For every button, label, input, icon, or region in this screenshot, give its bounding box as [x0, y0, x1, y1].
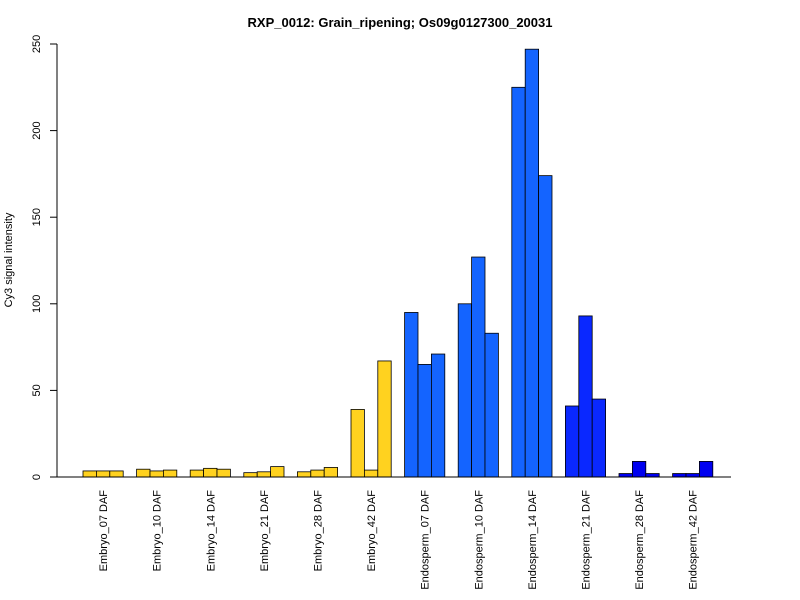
bar	[296, 471, 312, 478]
bar	[524, 48, 540, 478]
bar	[591, 398, 607, 478]
y-tick-label: 150	[31, 208, 43, 226]
y-axis-label: Cy3 signal intensity	[3, 212, 15, 307]
y-tick-label: 0	[31, 474, 43, 480]
bar	[685, 473, 700, 478]
bar	[149, 470, 164, 478]
bar	[82, 470, 97, 478]
bar	[216, 468, 231, 478]
bar	[618, 473, 633, 478]
x-category-label: Endosperm_42 DAF	[688, 490, 700, 590]
bar	[565, 405, 580, 478]
bar	[457, 303, 473, 478]
bar	[243, 472, 258, 478]
x-category-label: Embryo_14 DAF	[205, 490, 217, 572]
bar	[162, 469, 178, 478]
y-tick-label: 250	[31, 35, 43, 53]
bar	[511, 86, 526, 478]
x-category-label: Endosperm_10 DAF	[473, 490, 485, 590]
bar	[256, 471, 272, 478]
x-category-label: Endosperm_28 DAF	[634, 490, 646, 590]
bar	[323, 467, 339, 478]
y-tick-label: 50	[31, 384, 43, 396]
bar	[203, 467, 218, 478]
bar	[350, 409, 365, 478]
bar	[578, 315, 593, 478]
x-category-label: Endosperm_07 DAF	[420, 490, 432, 590]
y-tick-label: 200	[31, 121, 43, 139]
x-category-label: Embryo_10 DAF	[152, 490, 164, 572]
bar	[632, 461, 647, 478]
bar	[672, 473, 687, 478]
bar	[430, 353, 446, 478]
y-axis: 0 50 100 150 200 250	[31, 35, 58, 480]
bar	[645, 473, 660, 478]
bar	[484, 332, 499, 478]
bar	[96, 470, 111, 478]
bar	[310, 469, 325, 478]
bar	[417, 364, 432, 478]
bar	[136, 468, 151, 478]
bar	[270, 466, 285, 478]
bar	[471, 256, 486, 478]
bar	[189, 469, 204, 478]
x-category-label: Embryo_07 DAF	[98, 490, 110, 572]
x-category-label: Endosperm_21 DAF	[581, 490, 593, 590]
y-tick-label: 100	[31, 295, 43, 313]
bar	[538, 175, 553, 478]
bars-group	[82, 48, 714, 478]
x-category-label: Embryo_21 DAF	[259, 490, 271, 572]
x-category-label: Endosperm_14 DAF	[527, 490, 539, 590]
x-axis: Embryo_07 DAF Embryo_10 DAF Embryo_14 DAF E…	[57, 476, 731, 590]
bar	[699, 461, 714, 478]
bar	[404, 312, 419, 478]
chart-title: RXP_0012: Grain_ripening; Os09g0127300_2…	[248, 15, 553, 30]
bar	[109, 470, 124, 478]
bar	[377, 360, 392, 478]
x-category-label: Embryo_28 DAF	[313, 490, 325, 572]
x-category-label: Embryo_42 DAF	[366, 490, 378, 572]
bar	[363, 469, 379, 478]
